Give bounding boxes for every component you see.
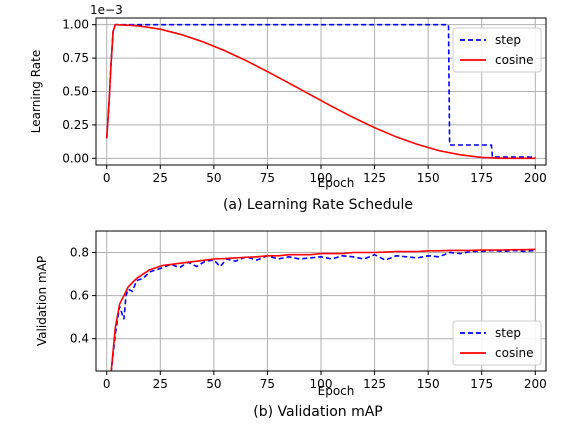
y-tick-label: 0.00 xyxy=(62,151,89,165)
y-multiplier-label: 1e−3 xyxy=(90,3,123,17)
legend-label-step: step xyxy=(495,33,521,47)
panel-a-learning-rate: 0 25 50 75 100 125 150 175 200 0.00 0.25 0.50 0.75 1.… xyxy=(29,3,547,213)
x-tick-label: 125 xyxy=(363,171,386,185)
series-line-cosine xyxy=(105,23,536,160)
x-axis-label: Epoch xyxy=(318,384,355,398)
series-line-cosine xyxy=(110,248,536,371)
legend-label-cosine: cosine xyxy=(495,346,534,360)
y-axis-label: Learning Rate xyxy=(29,50,43,133)
y-tick-label: 0.25 xyxy=(62,118,89,132)
axes-frame xyxy=(95,230,547,372)
x-tick-label: 0 xyxy=(103,171,111,185)
x-tick-label: 150 xyxy=(417,171,440,185)
panel-caption: (a) Learning Rate Schedule xyxy=(223,197,413,213)
series-line-step xyxy=(110,249,536,371)
x-tick-label: 200 xyxy=(524,171,547,185)
legend-label-step: step xyxy=(495,326,521,340)
x-tick-label: 175 xyxy=(470,171,493,185)
x-tick-label: 25 xyxy=(153,171,168,185)
legend: step cosine xyxy=(452,320,542,366)
legend-box xyxy=(452,320,542,366)
panel-b-validation-map: 0 25 50 75 100 125 150 175 200 0.4 0.6 0.8 Epoch Vali… xyxy=(35,230,547,420)
x-tick-label: 125 xyxy=(363,377,386,391)
y-tick-label: 0.4 xyxy=(70,332,89,346)
legend-label-cosine: cosine xyxy=(495,53,534,67)
y-axis-label: Validation mAP xyxy=(35,256,49,346)
y-tick-label: 0.75 xyxy=(62,51,89,65)
panel-caption: (b) Validation mAP xyxy=(253,404,383,420)
y-tick-label: 0.50 xyxy=(62,85,89,99)
x-tick-label: 175 xyxy=(470,377,493,391)
x-tick-label: 0 xyxy=(103,377,111,391)
y-tick-label: 1.00 xyxy=(62,18,89,32)
x-tick-label: 100 xyxy=(310,171,333,185)
x-tick-label: 150 xyxy=(417,377,440,391)
x-tick-label: 75 xyxy=(260,377,275,391)
x-axis-label: Epoch xyxy=(318,176,355,190)
x-tick-label: 100 xyxy=(310,377,333,391)
y-tick-label: 0.8 xyxy=(70,246,89,260)
x-tick-label: 200 xyxy=(524,377,547,391)
x-tick-label: 50 xyxy=(206,171,221,185)
x-tick-label: 75 xyxy=(260,171,275,185)
x-tick-label: 50 xyxy=(206,377,221,391)
x-tick-label: 25 xyxy=(153,377,168,391)
legend-box xyxy=(452,27,542,73)
axes-frame xyxy=(95,17,547,166)
y-tick-label: 0.6 xyxy=(70,289,89,303)
legend: step cosine xyxy=(452,27,542,73)
